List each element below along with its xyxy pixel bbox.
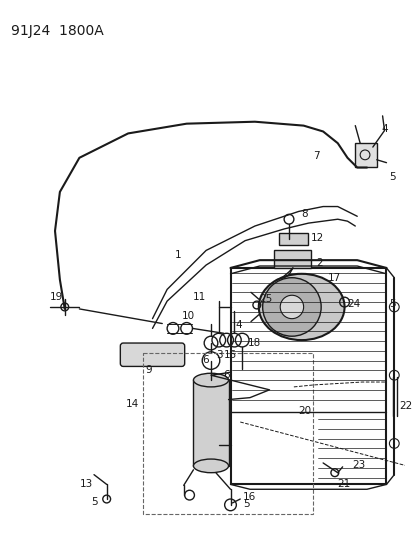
Text: 10: 10 (181, 311, 195, 321)
Text: 20: 20 (298, 406, 311, 416)
Text: 2: 2 (316, 258, 322, 268)
Circle shape (262, 278, 320, 336)
Text: 23: 23 (351, 460, 365, 470)
Text: 3: 3 (215, 350, 222, 360)
Text: 17: 17 (327, 273, 340, 282)
Text: 14: 14 (126, 399, 139, 409)
Text: 18: 18 (247, 338, 261, 348)
Bar (354, 143, 376, 167)
Text: 25: 25 (259, 294, 272, 304)
Text: 6: 6 (223, 370, 230, 380)
Text: 1: 1 (175, 251, 181, 260)
Text: 12: 12 (310, 233, 323, 243)
Ellipse shape (193, 459, 228, 473)
Bar (193, 380, 228, 466)
Text: 5: 5 (389, 172, 395, 182)
Text: 5: 5 (389, 299, 395, 309)
Text: 11: 11 (192, 292, 205, 302)
Text: 16: 16 (242, 492, 256, 502)
Bar (142, 353, 313, 514)
Bar (279, 233, 308, 245)
Text: 21: 21 (337, 479, 350, 489)
Text: 8: 8 (301, 209, 308, 220)
Text: 5: 5 (91, 497, 97, 507)
Text: 91J24  1800A: 91J24 1800A (11, 24, 104, 38)
Ellipse shape (258, 274, 344, 340)
Text: 4: 4 (381, 124, 387, 134)
Bar (274, 251, 311, 268)
Text: 6: 6 (202, 354, 208, 365)
Ellipse shape (193, 373, 228, 387)
Text: 24: 24 (347, 299, 360, 309)
Text: 5: 5 (242, 499, 249, 509)
Text: 15: 15 (223, 350, 236, 360)
Text: 13: 13 (79, 479, 93, 489)
FancyBboxPatch shape (120, 343, 184, 366)
Text: 4: 4 (235, 320, 242, 330)
Text: 9: 9 (145, 365, 152, 375)
Text: 19: 19 (50, 292, 63, 302)
Bar (230, 268, 386, 484)
Text: 7: 7 (313, 151, 319, 161)
Circle shape (280, 295, 303, 319)
Text: 22: 22 (398, 401, 411, 411)
